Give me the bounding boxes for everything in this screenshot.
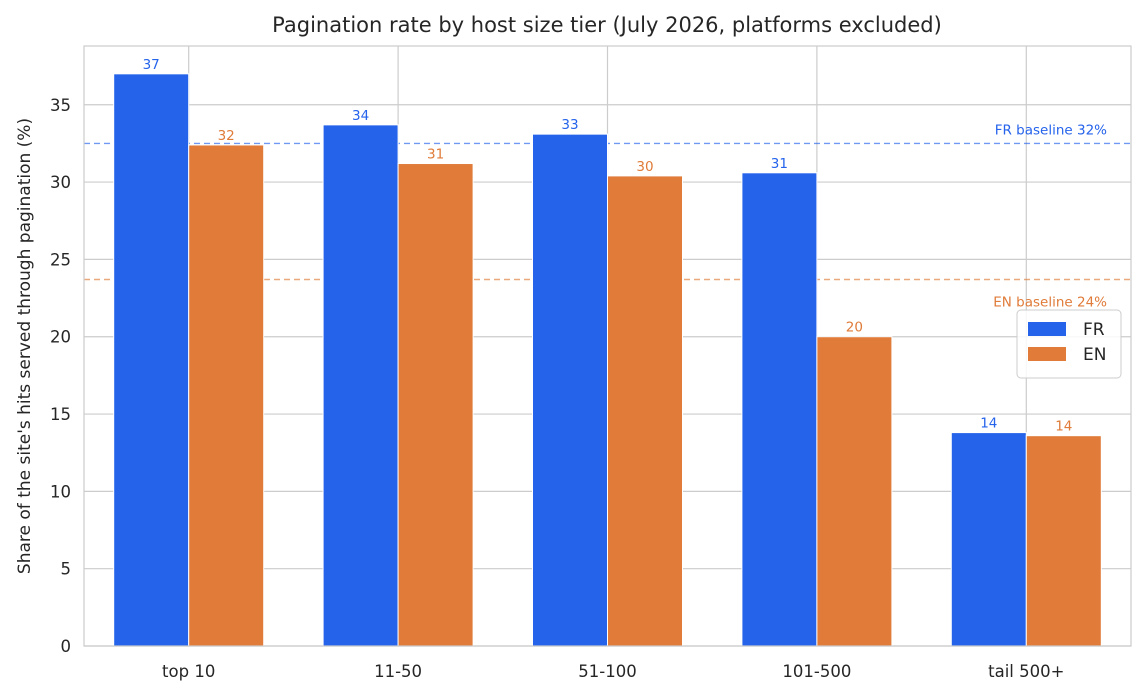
value-label: 31 (427, 147, 444, 163)
baseline-label-en: EN baseline 24% (993, 295, 1107, 311)
axes: 0 5 10 15 20 25 30 35 top 10 11-50 51-100 101-500 ta… (50, 45, 1132, 681)
bars: 37 34 33 31 14 32 31 30 20 14 (113, 57, 1102, 647)
y-tick-label: 20 (50, 328, 71, 347)
value-label: 37 (143, 57, 160, 73)
x-tick-label: top 10 (162, 662, 215, 681)
plot-frame (83, 45, 1132, 647)
y-tick-label: 0 (61, 637, 72, 656)
legend-label-fr: FR (1083, 320, 1105, 340)
legend-swatch-fr (1028, 322, 1066, 336)
x-tick-label: 51-100 (578, 662, 636, 681)
legend-box (1016, 309, 1122, 379)
value-label: 14 (1055, 419, 1072, 435)
bar-en-1 (397, 163, 474, 647)
bar-en-0 (188, 144, 265, 647)
legend-swatch-en (1028, 347, 1066, 361)
y-tick-label: 10 (50, 482, 71, 501)
legend: FR EN (1016, 309, 1122, 379)
value-label: 34 (352, 108, 369, 124)
y-axis-label: Share of the site's hits served through … (15, 118, 35, 574)
x-tick-label: tail 500+ (988, 662, 1064, 681)
legend-label-en: EN (1083, 345, 1106, 365)
x-tick-label: 11-50 (374, 662, 422, 681)
bar-fr-2 (532, 133, 608, 647)
bar-fr-1 (322, 124, 399, 647)
y-tick-label: 30 (50, 173, 71, 192)
value-label: 30 (636, 159, 653, 175)
value-label: 14 (980, 416, 997, 432)
value-label: 32 (218, 128, 235, 144)
bar-fr-3 (741, 172, 818, 647)
y-tick-label: 25 (50, 250, 71, 269)
y-tick-label: 35 (50, 96, 71, 115)
y-tick-label: 15 (50, 405, 71, 424)
value-label: 33 (561, 117, 578, 133)
bar-fr-4 (950, 432, 1027, 647)
x-tick-label: 101-500 (782, 662, 851, 681)
bar-fr-0 (113, 73, 190, 647)
value-label: 31 (771, 156, 788, 172)
value-label: 20 (846, 320, 863, 336)
chart-title: Pagination rate by host size tier (July … (272, 13, 942, 37)
bar-en-2 (607, 175, 683, 647)
bar-en-3 (816, 336, 893, 647)
y-tick-label: 5 (61, 560, 72, 579)
bar-en-4 (1025, 435, 1102, 647)
baseline-label-fr: FR baseline 32% (995, 122, 1107, 138)
